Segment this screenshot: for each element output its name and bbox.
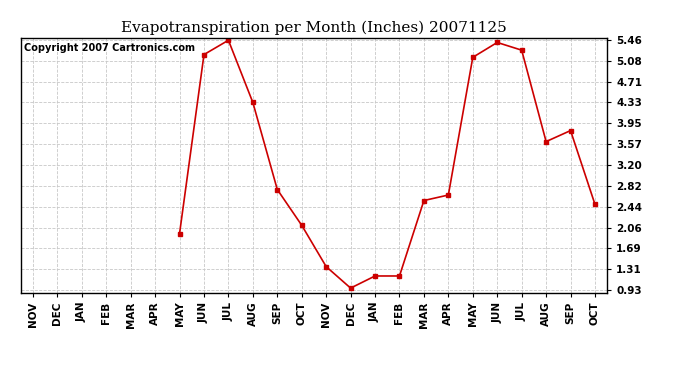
Title: Evapotranspiration per Month (Inches) 20071125: Evapotranspiration per Month (Inches) 20… <box>121 21 507 35</box>
Text: Copyright 2007 Cartronics.com: Copyright 2007 Cartronics.com <box>23 43 195 52</box>
